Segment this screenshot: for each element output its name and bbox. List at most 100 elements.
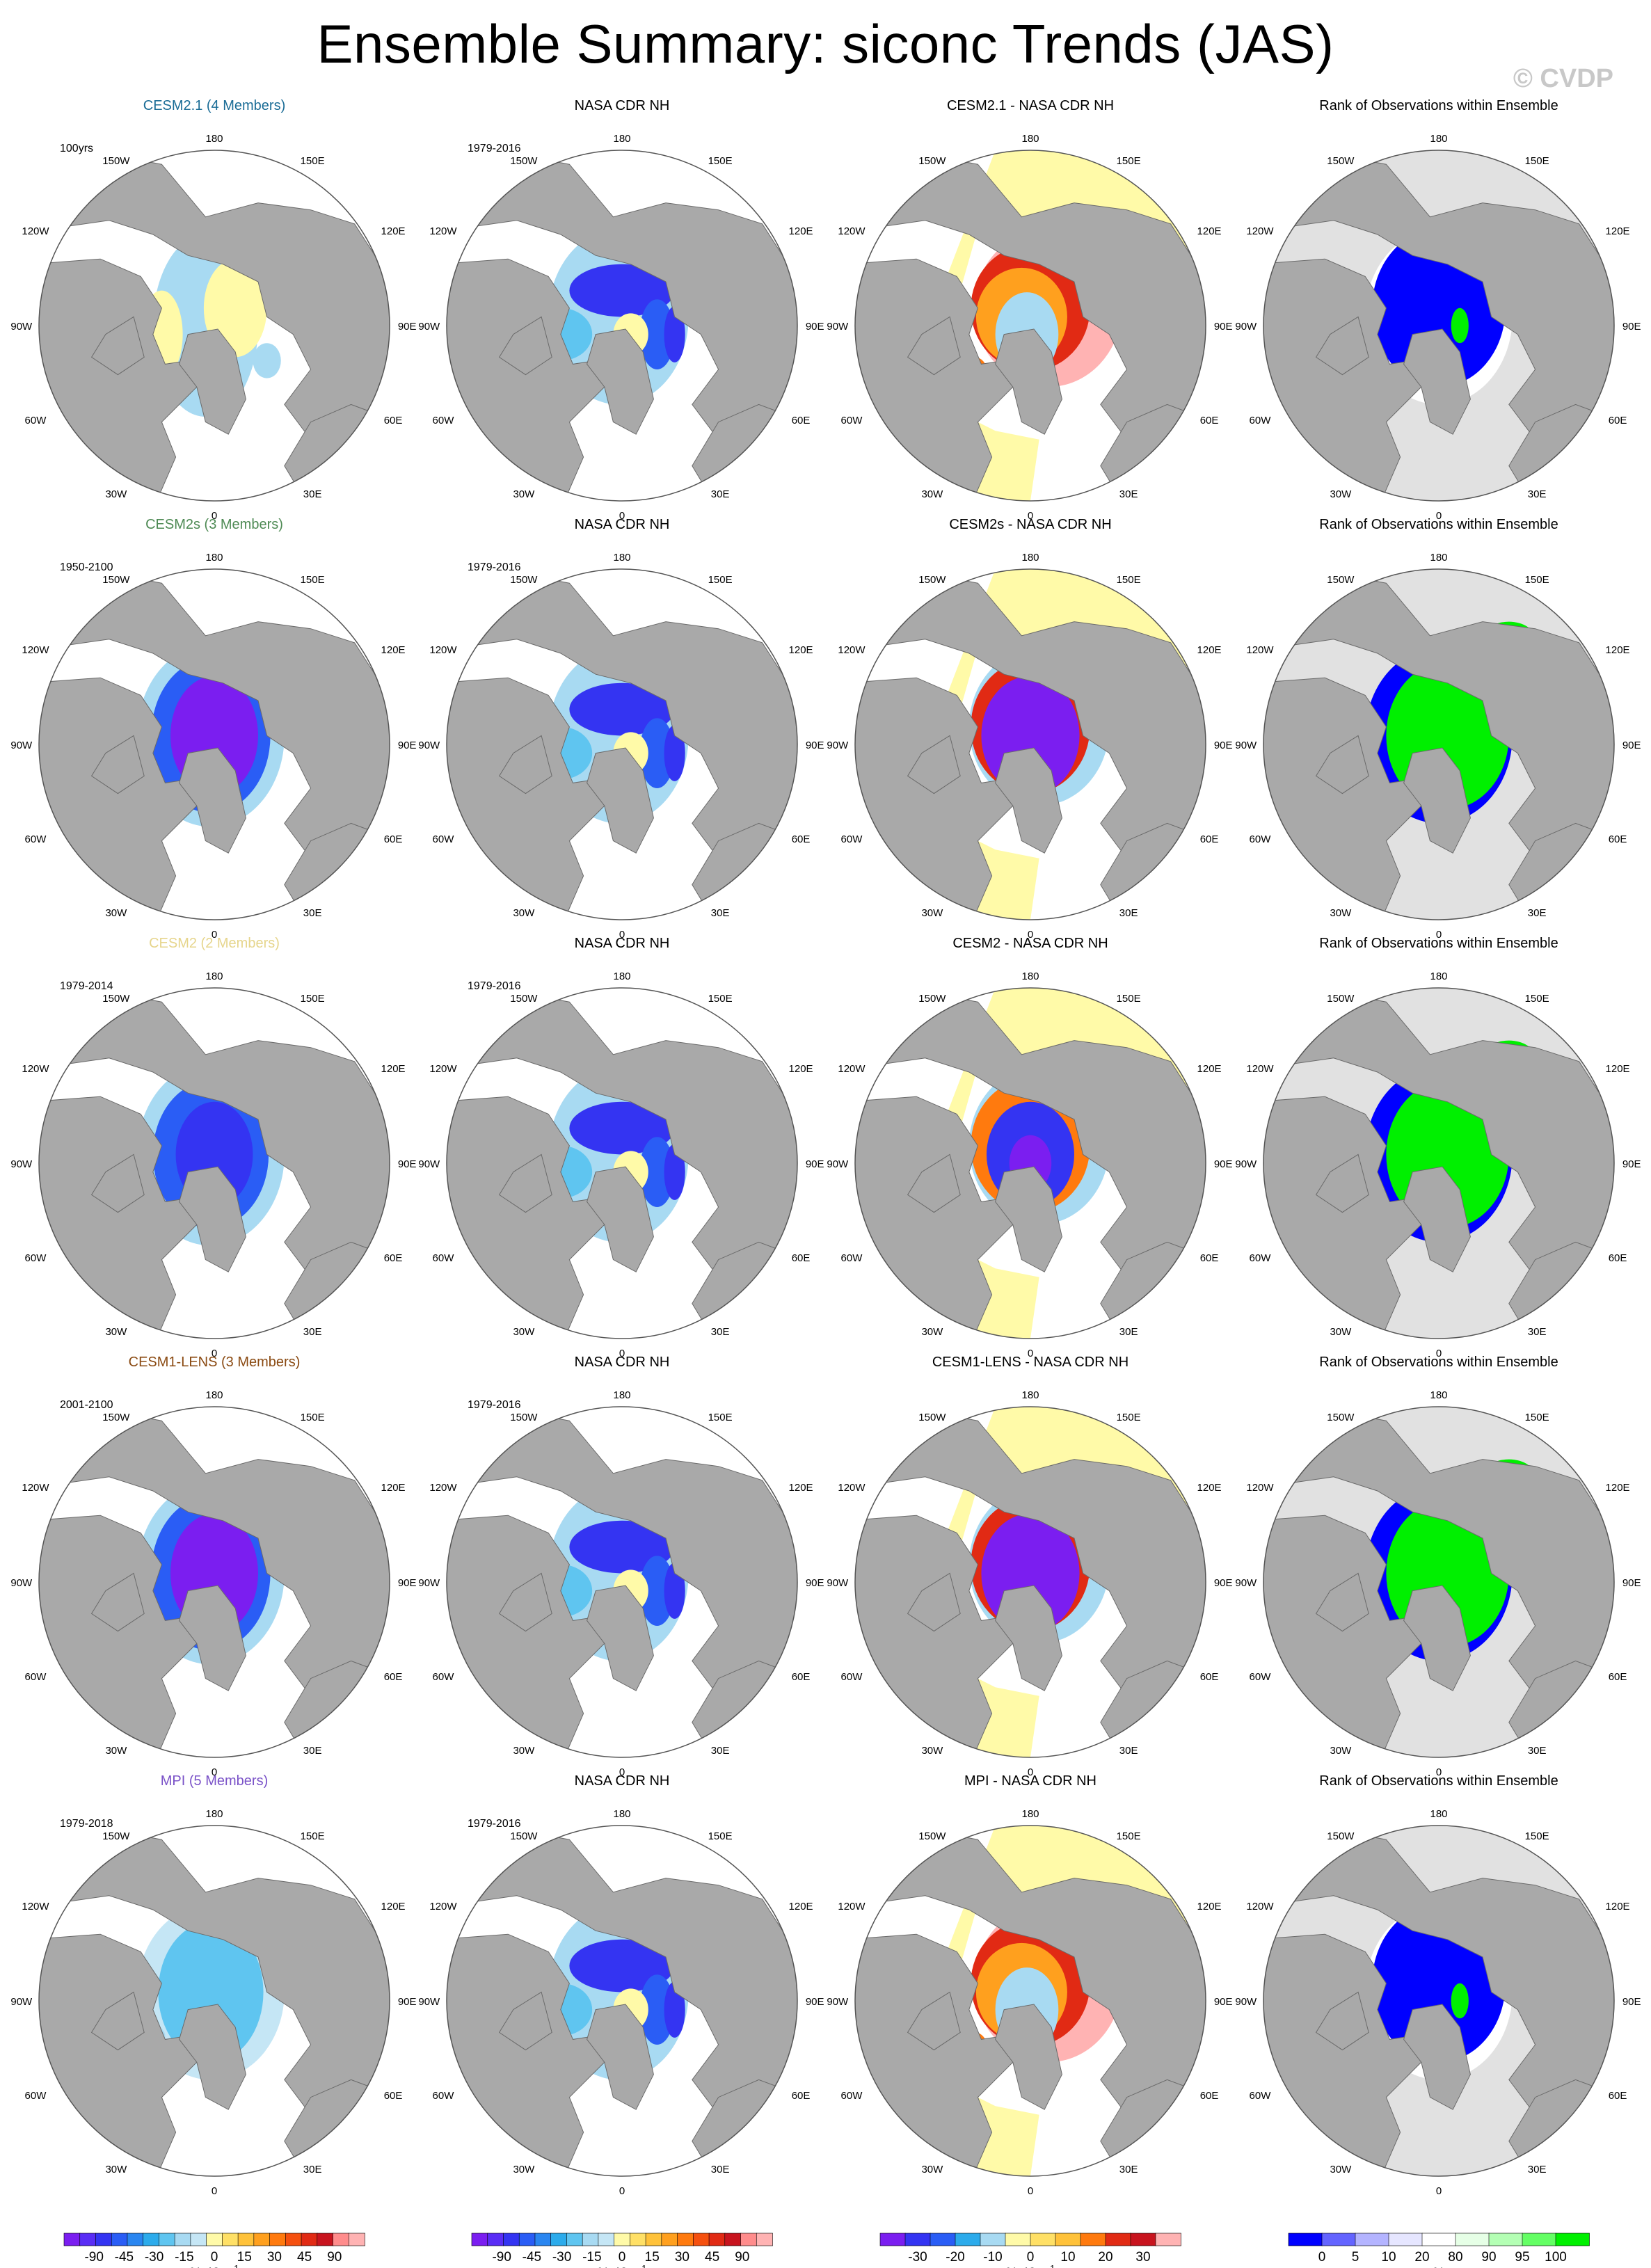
colorbar-swatch: [1030, 2233, 1056, 2246]
longitude-label: 150W: [918, 155, 946, 167]
period-label: 1979-2016: [468, 143, 521, 154]
longitude-label: 90W: [1235, 321, 1257, 333]
longitude-label: 30W: [105, 2164, 127, 2175]
longitude-label: 90E: [398, 1577, 417, 1589]
longitude-label: 30E: [711, 2164, 730, 2175]
colorbar-swatch: [237, 2233, 255, 2246]
colorbar-swatch: [127, 2233, 144, 2246]
colorbar-swatch: [79, 2233, 97, 2246]
sea-ice-trend: [569, 1101, 675, 1155]
period-label: 1979-2016: [468, 1399, 521, 1411]
greenland: [995, 2004, 1062, 2110]
greenland: [995, 328, 1062, 435]
map-border: [38, 568, 390, 920]
colorbar-tick-label: -30: [552, 2250, 571, 2265]
arctic-islands: [90, 735, 145, 794]
longitude-label: 150E: [1525, 574, 1549, 586]
longitude-label: 60W: [433, 833, 455, 845]
sea-ice-trend: [639, 1556, 675, 1627]
colorbar-swatch: [222, 2233, 239, 2246]
longitude-label: 60E: [792, 415, 811, 426]
longitude-label: 90E: [806, 321, 824, 333]
longitude-label: 120E: [381, 1482, 406, 1494]
colorbar-swatch: [1355, 2233, 1389, 2246]
land-mass: [447, 153, 797, 440]
longitude-label: 0: [1028, 929, 1033, 941]
longitude-label: 150W: [510, 1830, 538, 1842]
panel-title-obs: NASA CDR NH: [575, 517, 670, 532]
colorbar-swatch: [111, 2233, 128, 2246]
map-panel: 180 0 150W 150E 120W 120E 90W 90E 60W 60E 30W 30E: [1235, 971, 1641, 1359]
longitude-label: 120W: [1246, 644, 1274, 656]
longitude-label: 180: [1021, 133, 1039, 145]
colorbar-swatch: [930, 2233, 956, 2246]
arctic-islands: [1315, 316, 1369, 376]
longitude-label: 90E: [1622, 740, 1641, 751]
longitude-label: 120W: [429, 225, 457, 237]
sea-ice-trend: [1451, 308, 1469, 344]
longitude-label: 30W: [1330, 488, 1352, 500]
panel-title-model: CESM2 (2 Members): [149, 936, 280, 951]
colorbar-swatch: [693, 2233, 710, 2246]
colorbar-tick-label: 80: [1448, 2250, 1462, 2265]
longitude-label: 90E: [398, 740, 417, 751]
longitude-label: 150W: [918, 1412, 946, 1423]
arctic-islands: [498, 1572, 552, 1632]
longitude-label: 30W: [513, 1326, 535, 1338]
longitude-label: 120E: [1197, 225, 1222, 237]
longitude-label: 60W: [433, 415, 455, 426]
arctic-islands: [90, 1153, 145, 1213]
map-border: [446, 568, 798, 920]
longitude-label: 180: [1021, 971, 1039, 982]
sea-ice-trend: [639, 1137, 675, 1207]
longitude-label: 180: [205, 1808, 223, 1820]
map-border: [1263, 987, 1615, 1339]
panel-title-diff: MPI - NASA CDR NH: [964, 1773, 1096, 1789]
longitude-label: 60W: [433, 1252, 455, 1264]
longitude-label: 150E: [301, 1830, 325, 1842]
sea-ice-trend: [569, 682, 675, 736]
arctic-islands: [90, 316, 145, 376]
colorbar-swatch: [1321, 2233, 1356, 2246]
period-label: 1979-2016: [468, 561, 521, 573]
longitude-label: 150E: [708, 155, 733, 167]
colorbar-swatch: [174, 2233, 191, 2246]
longitude-label: 0: [619, 1348, 625, 1359]
colorbar-swatch: [333, 2233, 350, 2246]
longitude-label: 0: [212, 2185, 217, 2197]
watermark: © CVDP: [1513, 64, 1613, 93]
map-panel: 180 0 150W 150E 120W 120E 90W 90E 60W 60E 30W 30E: [10, 1389, 416, 1778]
sea-ice-trend: [569, 1939, 675, 1993]
land-mass: [39, 153, 390, 440]
longitude-label: 150E: [301, 993, 325, 1005]
longitude-label: 60W: [25, 833, 47, 845]
greenland: [1403, 1166, 1471, 1272]
longitude-label: 150E: [708, 1830, 733, 1842]
longitude-label: 60W: [1250, 833, 1272, 845]
longitude-label: 90W: [418, 1996, 440, 2008]
colorbar-swatch: [471, 2233, 488, 2246]
colorbar-tick-label: -90: [84, 2250, 103, 2265]
longitude-label: 120E: [1197, 1063, 1222, 1075]
arctic-islands: [498, 316, 552, 376]
longitude-label: 150E: [708, 1412, 733, 1423]
land-mass: [39, 1409, 390, 1697]
longitude-label: 30W: [513, 488, 535, 500]
longitude-label: 90E: [1622, 1158, 1641, 1170]
colorbar-swatch: [63, 2233, 81, 2246]
longitude-label: 120W: [429, 1901, 457, 1912]
longitude-label: 0: [212, 1348, 217, 1359]
panel-title-rank: Rank of Observations within Ensemble: [1319, 936, 1558, 951]
longitude-label: 60E: [792, 833, 811, 845]
longitude-label: 120E: [1606, 1063, 1630, 1075]
longitude-label: 60W: [433, 2090, 455, 2102]
arctic-islands: [907, 1153, 961, 1213]
longitude-label: 60W: [841, 2090, 863, 2102]
longitude-label: 30E: [1528, 907, 1547, 919]
colorbar-tick-label: 5: [1352, 2250, 1359, 2265]
longitude-label: 90W: [10, 1577, 33, 1589]
sea-ice-trend: [569, 1520, 675, 1574]
panel-title-model: CESM2s (3 Members): [145, 517, 283, 532]
longitude-label: 150E: [1117, 574, 1141, 586]
longitude-label: 90W: [1235, 1577, 1257, 1589]
